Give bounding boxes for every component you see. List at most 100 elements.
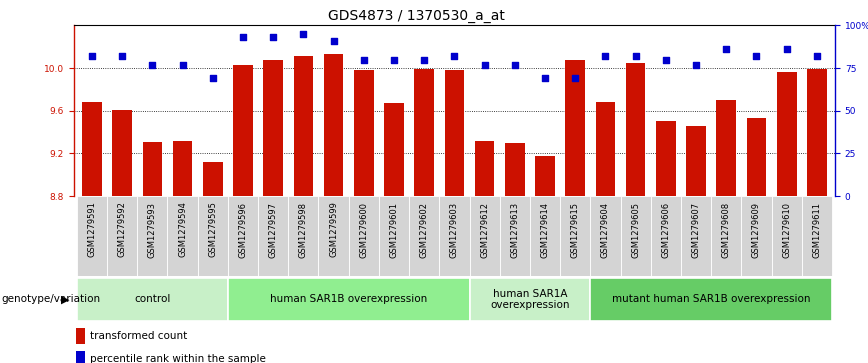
Point [779,46,793,52]
Text: GSM1279606: GSM1279606 [661,201,670,258]
Bar [681,196,711,276]
Point [689,62,703,68]
Bar [385,103,404,196]
Bar [716,100,736,196]
Bar [76,351,85,363]
Text: percentile rank within the sample: percentile rank within the sample [90,354,266,363]
Text: human SAR1A
overexpression: human SAR1A overexpression [490,289,569,310]
Text: GSM1279601: GSM1279601 [390,201,398,258]
Point [508,62,522,68]
Bar [807,69,826,196]
Bar [112,110,132,196]
Point [659,57,673,62]
Text: control: control [135,294,170,305]
Bar [354,70,373,196]
Bar [470,278,590,321]
Text: ▶: ▶ [61,294,69,305]
Bar [590,278,832,321]
Text: GSM1279615: GSM1279615 [571,201,580,258]
Point [720,46,733,52]
Bar [414,69,434,196]
Text: GSM1279597: GSM1279597 [269,201,278,258]
Text: GSM1279604: GSM1279604 [601,201,610,258]
Bar [746,118,766,196]
Point [538,76,552,81]
Text: GSM1279599: GSM1279599 [329,201,338,257]
Bar [227,196,258,276]
Bar [142,142,162,196]
Text: GSM1279613: GSM1279613 [510,201,519,258]
Text: GSM1279614: GSM1279614 [541,201,549,258]
Text: GSM1279605: GSM1279605 [631,201,640,258]
Bar [76,278,227,321]
Bar [536,155,555,196]
Bar [258,196,288,276]
Bar [626,63,646,196]
Text: GSM1279591: GSM1279591 [88,201,96,257]
Bar [168,196,198,276]
Bar [288,196,319,276]
Title: GDS4873 / 1370530_a_at: GDS4873 / 1370530_a_at [328,9,505,23]
Bar [107,196,137,276]
Point [750,53,764,59]
Point [326,38,340,44]
Bar [687,126,706,196]
Bar [233,65,253,196]
Bar [590,196,621,276]
Point [175,62,189,68]
Bar [565,60,585,196]
Point [418,57,431,62]
Bar [439,196,470,276]
Point [357,57,371,62]
Text: GSM1279600: GSM1279600 [359,201,368,258]
Bar [802,196,832,276]
Text: mutant human SAR1B overexpression: mutant human SAR1B overexpression [612,294,811,305]
Bar [621,196,651,276]
Bar [475,140,495,196]
Text: GSM1279595: GSM1279595 [208,201,217,257]
Text: GSM1279609: GSM1279609 [752,201,761,258]
Bar [470,196,500,276]
Text: GSM1279598: GSM1279598 [299,201,308,258]
Text: human SAR1B overexpression: human SAR1B overexpression [270,294,427,305]
Bar [530,196,560,276]
Bar [500,196,530,276]
Text: GSM1279593: GSM1279593 [148,201,157,258]
Bar [76,196,107,276]
Text: GSM1279594: GSM1279594 [178,201,187,257]
Text: GSM1279596: GSM1279596 [239,201,247,258]
Bar [203,162,222,196]
Bar [741,196,772,276]
Bar [76,328,85,344]
Text: GSM1279610: GSM1279610 [782,201,792,258]
Bar [82,102,102,196]
Text: transformed count: transformed count [90,331,187,341]
Text: GSM1279611: GSM1279611 [812,201,821,258]
Point [85,53,99,59]
Bar [656,121,675,196]
Bar [198,196,227,276]
Bar [409,196,439,276]
Point [266,34,280,40]
Text: genotype/variation: genotype/variation [2,294,101,305]
Point [145,62,159,68]
Point [296,31,310,37]
Point [115,53,129,59]
Bar [777,72,797,196]
Text: GSM1279602: GSM1279602 [420,201,429,258]
Point [599,53,613,59]
Bar [263,60,283,196]
Bar [349,196,378,276]
Point [569,76,582,81]
Bar [137,196,168,276]
Bar [378,196,409,276]
Text: GSM1279608: GSM1279608 [722,201,731,258]
Bar [173,140,193,196]
Bar [293,56,313,196]
Bar [319,196,349,276]
Bar [444,70,464,196]
Point [810,53,824,59]
Text: GSM1279592: GSM1279592 [117,201,127,257]
Point [206,76,220,81]
Point [236,34,250,40]
